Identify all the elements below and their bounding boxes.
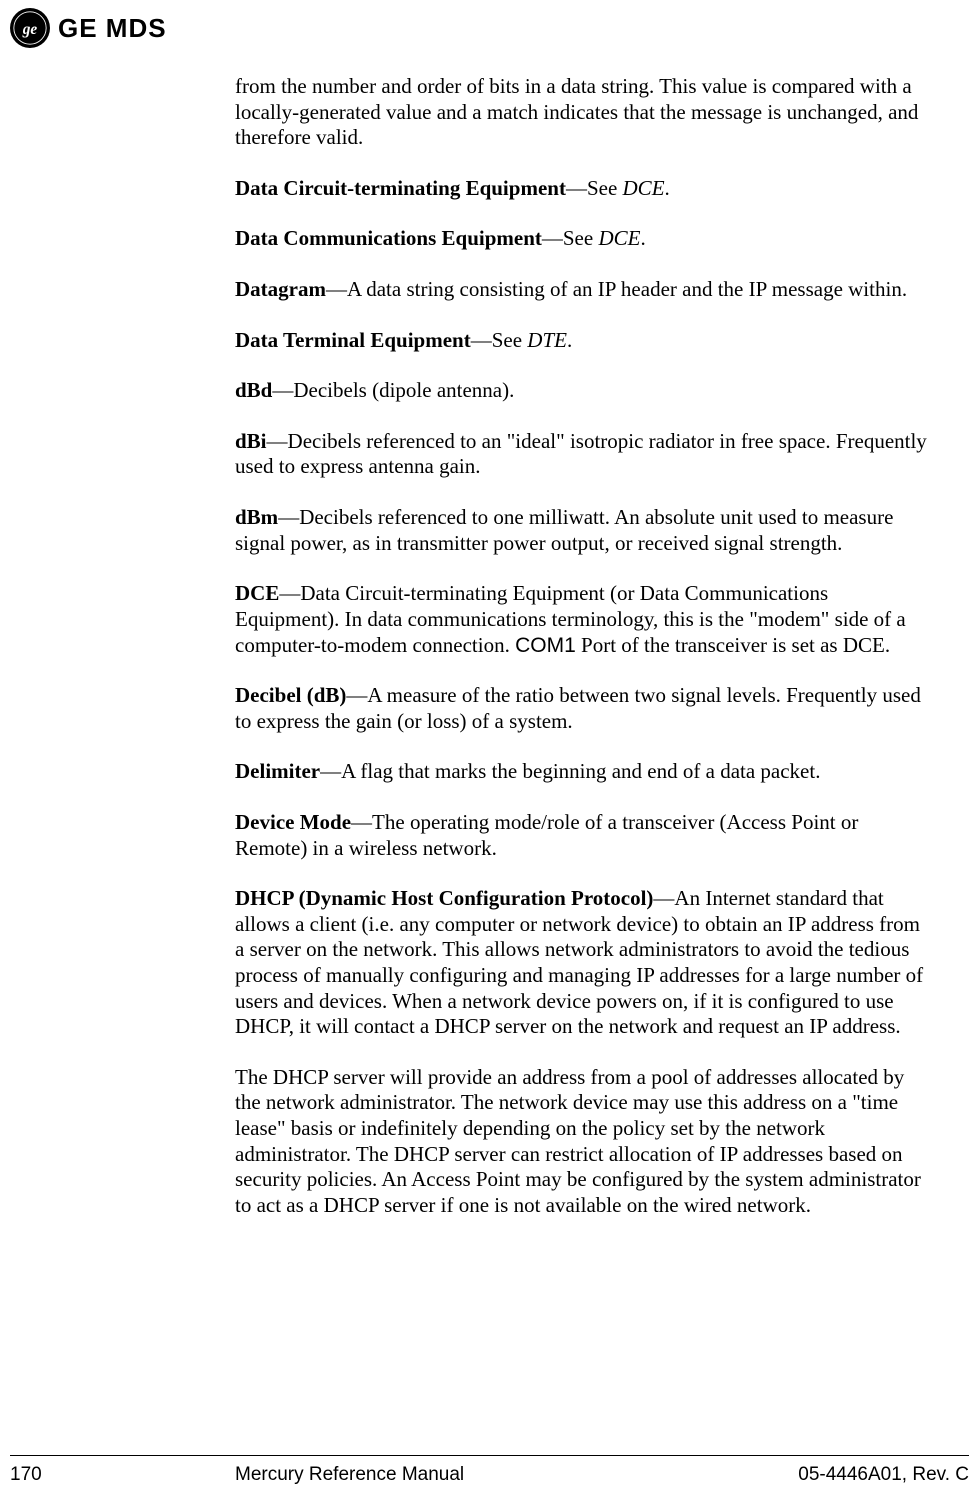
term-ref: DCE: [598, 226, 640, 250]
term-label: DCE: [235, 581, 279, 605]
term-label: Delimiter: [235, 759, 320, 783]
definition-dte: Data Terminal Equipment—See DTE.: [235, 328, 934, 354]
definition-dhcp: DHCP (Dynamic Host Configuration Protoco…: [235, 886, 934, 1040]
definition-dce: DCE—Data Circuit-terminating Equipment (…: [235, 581, 934, 658]
term-end: .: [640, 226, 645, 250]
paragraph-intro: from the number and order of bits in a d…: [235, 74, 934, 151]
definition-device-mode: Device Mode—The operating mode/role of a…: [235, 810, 934, 861]
term-text: —See: [566, 176, 623, 200]
definition-dce-alt: Data Communications Equipment—See DCE.: [235, 226, 934, 252]
term-ref: DTE: [527, 328, 567, 352]
term-text: —Decibels referenced to one milliwatt. A…: [235, 505, 893, 555]
term-label: dBi: [235, 429, 267, 453]
term-text: —See: [542, 226, 599, 250]
term-text: —A flag that marks the beginning and end…: [320, 759, 820, 783]
term-label: Data Communications Equipment: [235, 226, 542, 250]
definition-dbi: dBi—Decibels referenced to an "ideal" is…: [235, 429, 934, 480]
ge-logo-icon: ge: [10, 8, 50, 48]
term-text: —A data string consisting of an IP heade…: [326, 277, 907, 301]
definition-dbm: dBm—Decibels referenced to one milliwatt…: [235, 505, 934, 556]
ge-monogram-icon: ge: [13, 11, 47, 45]
page-footer: 170 Mercury Reference Manual 05-4446A01,…: [10, 1464, 969, 1486]
term-label: Decibel (dB): [235, 683, 346, 707]
term-text: —Decibels referenced to an "ideal" isotr…: [235, 429, 927, 479]
term-label: dBm: [235, 505, 278, 529]
definition-dcte: Data Circuit-terminating Equipment—See D…: [235, 176, 934, 202]
footer-title: Mercury Reference Manual: [235, 1464, 798, 1486]
code-text: COM1: [515, 634, 576, 657]
term-text: —See: [471, 328, 528, 352]
definition-delimiter: Delimiter—A flag that marks the beginnin…: [235, 759, 934, 785]
term-ref: DCE: [623, 176, 665, 200]
brand-label: GE MDS: [58, 13, 167, 44]
term-label: Datagram: [235, 277, 326, 301]
term-label: Data Terminal Equipment: [235, 328, 471, 352]
term-end: .: [567, 328, 572, 352]
document-body: from the number and order of bits in a d…: [235, 74, 934, 1219]
page-number: 170: [10, 1464, 235, 1486]
term-text: Port of the transceiver is set as DCE.: [576, 633, 890, 657]
definition-decibel: Decibel (dB)—A measure of the ratio betw…: [235, 683, 934, 734]
term-label: Device Mode: [235, 810, 351, 834]
definition-dbd: dBd—Decibels (dipole antenna).: [235, 378, 934, 404]
doc-number: 05-4446A01, Rev. C: [798, 1464, 969, 1486]
term-text: —Decibels (dipole antenna).: [272, 378, 514, 402]
term-end: .: [665, 176, 670, 200]
term-label: DHCP (Dynamic Host Configuration Protoco…: [235, 886, 653, 910]
footer-divider: [10, 1455, 969, 1456]
paragraph-dhcp-cont: The DHCP server will provide an address …: [235, 1065, 934, 1219]
term-label: dBd: [235, 378, 272, 402]
definition-datagram: Datagram—A data string consisting of an …: [235, 277, 934, 303]
term-label: Data Circuit-terminating Equipment: [235, 176, 566, 200]
svg-text:ge: ge: [22, 21, 38, 38]
page-header: ge GE MDS: [0, 0, 979, 54]
